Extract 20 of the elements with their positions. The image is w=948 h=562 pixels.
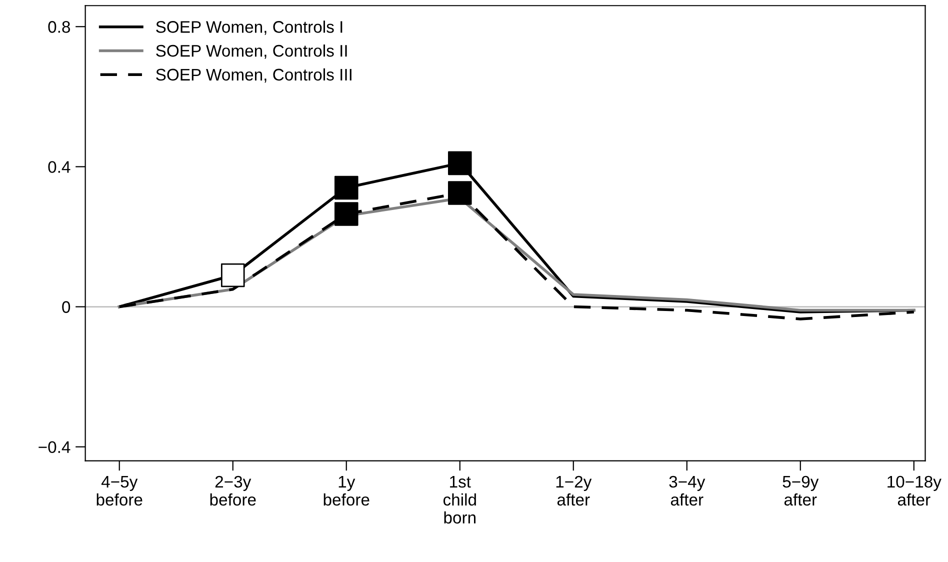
y-tick-label: −0.4	[38, 441, 70, 454]
y-tick-label: 0.4	[48, 161, 70, 173]
y-tick-label: 0.8	[48, 21, 70, 33]
x-tick-label: 1y before	[324, 476, 370, 506]
legend-label: SOEP Women, Controls I	[156, 20, 342, 35]
point	[448, 151, 472, 176]
x-tick-label: 3−4y after	[669, 476, 706, 506]
x-tick-label: 2−3y before	[210, 476, 256, 506]
x-tick-label: 1st child born	[443, 476, 476, 524]
legend-label: SOEP Women, Controls II	[156, 44, 347, 59]
legend-label: SOEP Women, Controls III	[156, 68, 352, 83]
y-tick-label: 0	[62, 301, 70, 313]
x-tick-label: 1−2y after	[556, 476, 592, 506]
point	[220, 263, 245, 288]
point	[334, 202, 358, 226]
point	[334, 176, 358, 200]
x-tick-label: 10−18y after	[888, 476, 942, 506]
x-tick-label: 5−9y after	[782, 476, 819, 506]
point	[448, 181, 472, 205]
x-tick-label: 4−5y before	[96, 476, 142, 506]
